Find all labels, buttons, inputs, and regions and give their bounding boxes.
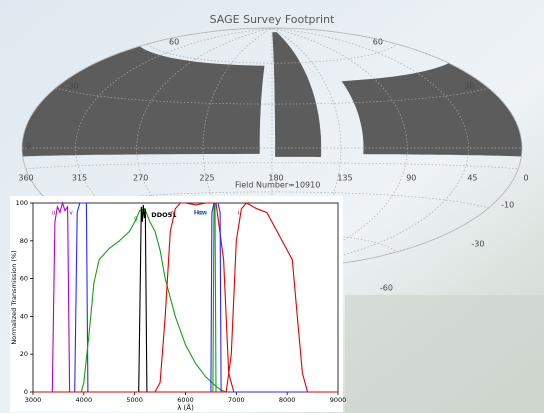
latitude-label: 30 [69, 82, 79, 91]
longitude-label: 360 [18, 174, 33, 183]
y-tick-label: 60 [20, 275, 28, 283]
y-tick-label: 80 [20, 237, 28, 245]
x-tick-label: 5000 [126, 396, 143, 404]
figure: 606030300-10-10-30-603603152702251801359… [0, 0, 544, 413]
latitude-label: -30 [471, 239, 484, 248]
map-title: SAGE Survey Footprint [210, 13, 335, 26]
longitude-label: 270 [133, 174, 148, 183]
latitude-label: -60 [380, 283, 393, 292]
y-tick-label: 100 [16, 199, 28, 207]
latitude-label: 60 [169, 38, 179, 47]
longitude-label: 315 [72, 174, 87, 183]
latitude-label: 60 [373, 38, 383, 47]
x-tick-label: 6000 [177, 396, 194, 404]
y-tick-label: 20 [20, 350, 28, 358]
latitude-label: -10 [501, 200, 514, 209]
x-tick-label: 3000 [25, 396, 42, 404]
longitude-label: 45 [467, 174, 477, 183]
series-label: g [134, 215, 138, 222]
x-tick-label: 7000 [228, 396, 245, 404]
series-label: Hαw [194, 210, 207, 217]
longitude-label: 90 [406, 174, 416, 183]
x-tick-label: 4000 [76, 396, 93, 404]
inset-panel [10, 196, 343, 412]
x-tick-label: 9000 [330, 396, 347, 404]
latitude-label: 30 [464, 82, 474, 91]
y-axis-label: Normalized Transmission (%) [10, 250, 18, 344]
longitude-label: 0 [523, 174, 528, 183]
series-label: v [69, 210, 73, 217]
page: 606030300-10-10-30-603603152702251801359… [0, 0, 544, 413]
latitude-label: 0 [26, 142, 31, 151]
longitude-label: 225 [199, 174, 214, 183]
series-label: u [52, 210, 56, 217]
longitude-label: 135 [337, 174, 352, 183]
x-axis-label: λ (Å) [177, 403, 194, 412]
background-photo [345, 295, 544, 413]
y-tick-label: 0 [24, 388, 28, 396]
x-tick-label: 8000 [279, 396, 296, 404]
map-annotation: Field Number=10910 [235, 181, 320, 190]
y-tick-label: 40 [20, 312, 28, 320]
